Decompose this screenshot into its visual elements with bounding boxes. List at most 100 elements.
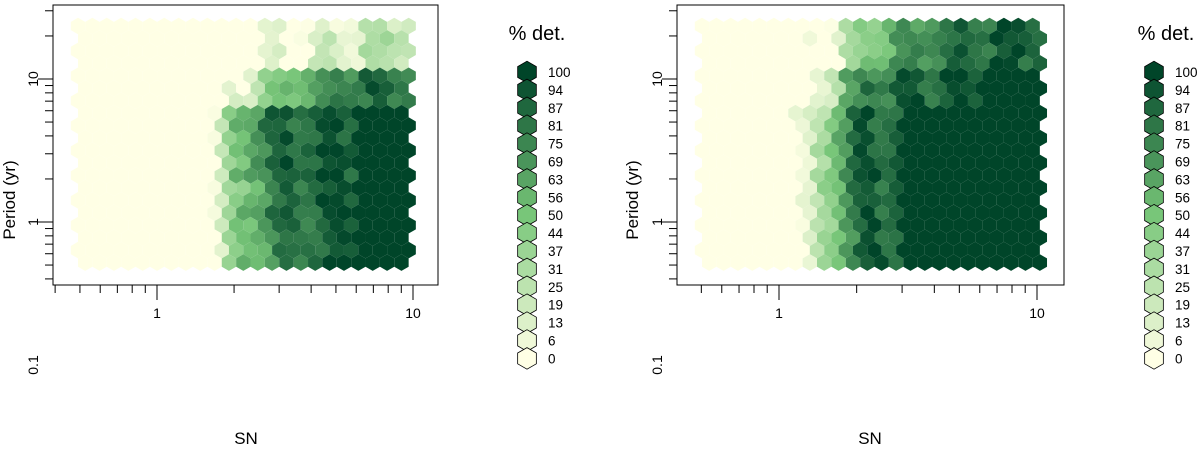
hex-bin (888, 229, 904, 246)
hex-bin (1032, 104, 1048, 122)
hex-bin (845, 204, 861, 222)
hex-bin (924, 192, 940, 209)
hex-bin (702, 154, 717, 172)
hex-bin (759, 129, 774, 147)
hex-bin (113, 42, 129, 60)
hex-bin (716, 204, 731, 222)
hex-bin (874, 55, 889, 72)
hex-bin (236, 254, 251, 271)
left-legend-label: 50 (548, 208, 563, 223)
hex-bin (236, 55, 251, 72)
hex-bin (939, 167, 954, 184)
hex-bin (264, 30, 280, 47)
hex-bin (838, 167, 853, 184)
hex-bin (365, 154, 380, 172)
hex-bin (939, 216, 954, 234)
hex-bin (1003, 229, 1019, 246)
hex-bin (365, 254, 380, 271)
hex-bin (171, 167, 186, 184)
hex-bin (939, 192, 954, 209)
right-legend-label: 44 (1175, 226, 1191, 241)
hex-bin (989, 179, 1004, 197)
hex-bin (308, 129, 323, 147)
hex-bin (185, 67, 201, 85)
hex-bin (939, 42, 954, 60)
hex-bin (982, 117, 997, 134)
hex-bin (78, 229, 93, 246)
hex-bin (394, 104, 409, 122)
hex-bin (149, 79, 165, 97)
hex-bin (250, 179, 265, 197)
hex-bin (917, 55, 933, 72)
hex-bin (372, 17, 388, 35)
hex-bin (781, 67, 796, 85)
hex-bin (910, 67, 925, 85)
hex-bin (142, 216, 158, 234)
hex-bin (996, 167, 1012, 184)
hex-bin (387, 241, 402, 259)
hex-bin (394, 229, 409, 246)
hex-bin (809, 92, 825, 109)
hex-bin (207, 30, 222, 47)
hex-bin (852, 192, 868, 209)
hex-bin (939, 241, 954, 259)
hex-bin (92, 204, 107, 222)
hex-bin (286, 92, 301, 109)
hex-bin (852, 42, 868, 60)
hex-bin (193, 254, 208, 271)
hex-bin (99, 42, 114, 60)
hex-bin (745, 204, 760, 222)
hex-bin (860, 129, 875, 147)
hex-bin (243, 241, 258, 259)
hex-bin (924, 117, 940, 134)
hex-bin (121, 55, 136, 72)
hex-bin (221, 104, 237, 122)
hex-bin (279, 179, 294, 197)
hex-bin (967, 241, 983, 259)
hex-bin (838, 92, 853, 109)
hex-bin (1025, 67, 1040, 85)
hex-bin (193, 129, 208, 147)
left-legend-label: 100 (548, 65, 571, 80)
hex-bin (401, 142, 416, 159)
hex-bin (379, 229, 395, 246)
hex-bin (336, 79, 352, 97)
hex-bin (286, 192, 301, 209)
hex-bin (1011, 42, 1026, 60)
hex-bin (351, 129, 366, 147)
hex-bin (178, 79, 194, 97)
hex-bin (387, 167, 402, 184)
hex-bin (989, 55, 1004, 72)
hex-bin (817, 104, 832, 122)
left-legend-label: 75 (548, 137, 563, 152)
hex-bin (142, 241, 158, 259)
hex-bin (85, 67, 100, 85)
hex-bin (257, 17, 273, 35)
hex-bin (106, 104, 122, 122)
hex-bin (838, 241, 853, 259)
hex-bin (243, 42, 258, 60)
hex-bin (932, 229, 947, 246)
hex-bin (351, 79, 366, 97)
hex-bin (788, 30, 803, 47)
hex-bin (193, 154, 208, 172)
hex-bin (92, 79, 107, 97)
hex-bin (293, 154, 309, 172)
hex-bin (157, 216, 172, 234)
hex-bin (702, 30, 717, 47)
left-y-tick-label-0.1: 0.1 (25, 355, 41, 375)
hex-bin (185, 92, 201, 109)
hex-bin (372, 67, 388, 85)
hex-bin (759, 254, 774, 271)
hex-bin (982, 167, 997, 184)
hex-bin (164, 204, 179, 222)
hex-bin (379, 179, 395, 197)
hex-bin (78, 55, 93, 72)
hex-bin (293, 229, 309, 246)
hex-bin (924, 216, 940, 234)
hex-bin (745, 104, 760, 122)
hex-bin (85, 216, 100, 234)
hex-bin (286, 42, 301, 60)
hex-bin (896, 216, 911, 234)
hex-bin (694, 67, 710, 85)
